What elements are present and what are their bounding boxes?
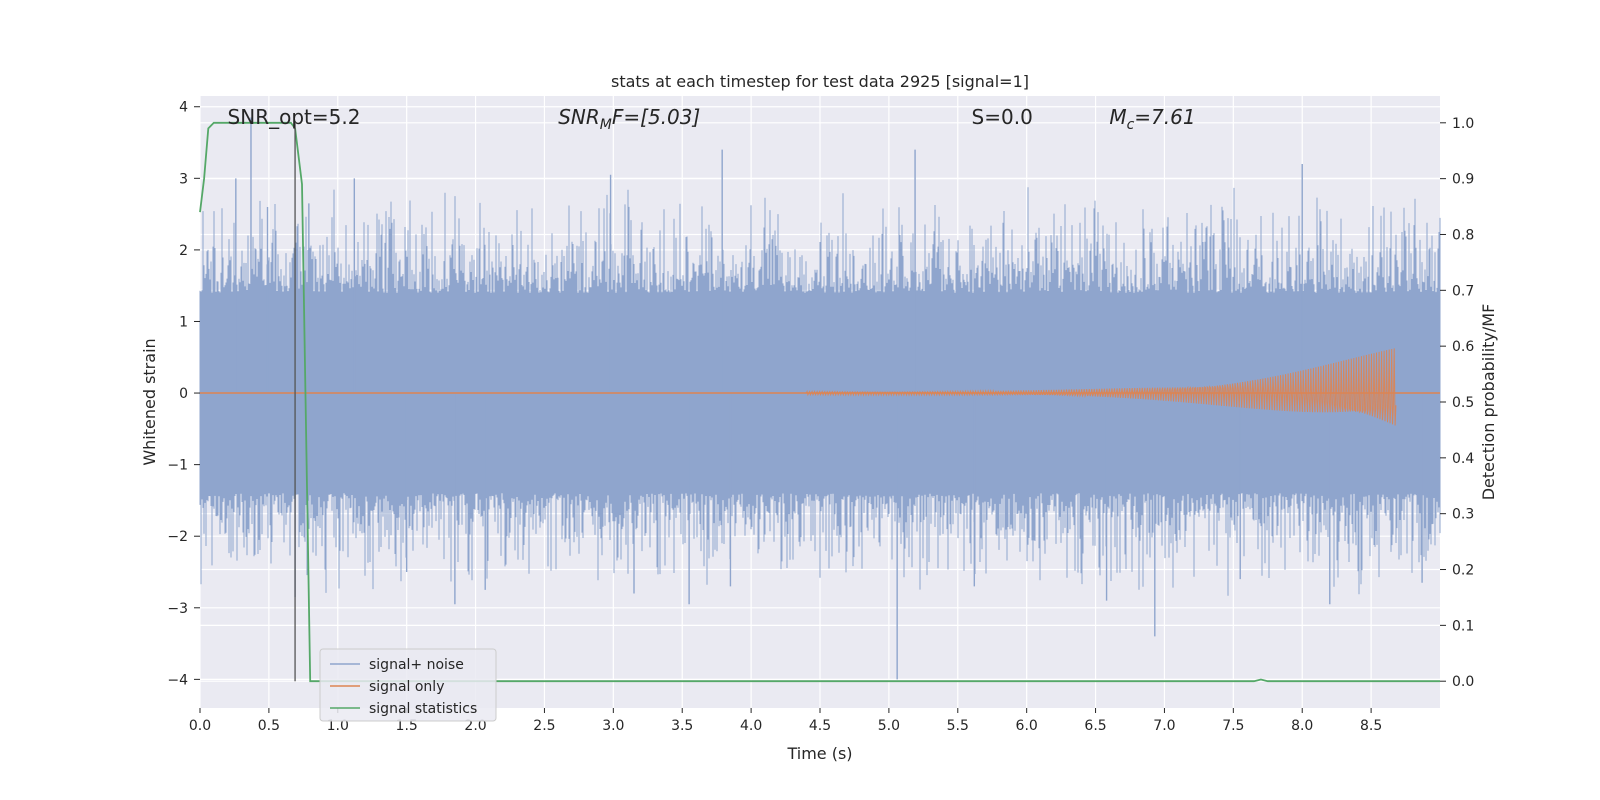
y-tick-label: −2 — [167, 529, 188, 545]
x-tick-label: 8.0 — [1291, 718, 1313, 734]
y-tick-label: 1 — [179, 314, 188, 330]
x-tick-label: 8.5 — [1360, 718, 1382, 734]
x-tick-label: 5.5 — [947, 718, 969, 734]
y-tick-label: 0 — [179, 386, 188, 402]
x-tick-label: 5.0 — [878, 718, 900, 734]
y2-tick-label: 0.2 — [1452, 563, 1474, 579]
y2-tick-label: 0.5 — [1452, 395, 1474, 411]
y2-tick-label: 0.8 — [1452, 227, 1474, 243]
x-tick-label: 4.5 — [809, 718, 831, 734]
x-tick-label: 4.0 — [740, 718, 762, 734]
x-tick-label: 7.0 — [1153, 718, 1175, 734]
x-tick-label: 3.5 — [671, 718, 693, 734]
signal-chirp — [805, 348, 1397, 426]
x-axis-ticks: 0.0 0.5 1.0 1.5 2.0 2.5 3.0 3.5 4.0 4.5 5.0 5.5 6.0 6… — [189, 708, 1382, 734]
y2-axis-ticks: 1.0 0.9 0.8 0.7 0.6 0.5 0.4 0.3 0.2 0.1 0.0 — [1440, 116, 1474, 690]
x-tick-label: 1.0 — [327, 718, 349, 734]
x-tick-label: 1.5 — [396, 718, 418, 734]
y-axis-ticks: 4 3 2 1 0 −1 −2 −3 −4 — [167, 100, 200, 688]
y2-tick-label: 0.3 — [1452, 507, 1474, 523]
x-tick-label: 2.0 — [464, 718, 486, 734]
y2-tick-label: 0.7 — [1452, 283, 1474, 299]
series-signal-only — [200, 348, 1440, 426]
x-tick-label: 0.0 — [189, 718, 211, 734]
x-tick-label: 0.5 — [258, 718, 280, 734]
annotation-3: Mc=7.61 — [1109, 105, 1195, 133]
x-tick-label: 6.0 — [1016, 718, 1038, 734]
y2-axis-label: Detection probability/MF — [1479, 304, 1498, 501]
annotation-1: SNRMF=[5.03] — [558, 105, 700, 133]
y2-tick-label: 0.4 — [1452, 451, 1474, 467]
y2-tick-label: 0.9 — [1452, 172, 1474, 188]
y2-tick-label: 1.0 — [1452, 116, 1474, 132]
y-tick-label: 3 — [179, 171, 188, 187]
y2-tick-label: 0.6 — [1452, 339, 1474, 355]
chart-title: stats at each timestep for test data 292… — [611, 72, 1029, 91]
legend-label-noise: signal+ noise — [369, 657, 464, 673]
x-tick-label: 6.5 — [1084, 718, 1106, 734]
legend-label-stats: signal statistics — [369, 701, 477, 717]
annotations: SNR_opt=5.2 SNRMF=[5.03] S=0.0 Mc=7.61 — [228, 105, 1196, 133]
legend-label-signal: signal only — [369, 679, 444, 695]
y2-tick-label: 0.1 — [1452, 618, 1474, 634]
x-tick-label: 7.5 — [1222, 718, 1244, 734]
x-tick-label: 2.5 — [533, 718, 555, 734]
stats-line — [199, 121, 1440, 683]
series-signal-noise — [199, 117, 1441, 680]
annotation-2: S=0.0 — [972, 105, 1033, 129]
legend: signal+ noise signal only signal statist… — [319, 648, 497, 722]
x-tick-label: 3.0 — [602, 718, 624, 734]
x-axis-label: Time (s) — [786, 744, 852, 763]
y2-tick-label: 0.0 — [1452, 674, 1474, 690]
y-tick-label: 4 — [179, 100, 188, 116]
annotation-0: SNR_opt=5.2 — [228, 105, 361, 129]
y-tick-label: 2 — [179, 243, 188, 259]
y-axis-label: Whitened strain — [140, 338, 159, 465]
y-tick-label: −1 — [167, 458, 188, 474]
legend-box — [319, 648, 497, 722]
series-signal-statistics — [199, 121, 1440, 683]
y-tick-label: −4 — [167, 672, 188, 688]
y-tick-label: −3 — [167, 601, 188, 617]
